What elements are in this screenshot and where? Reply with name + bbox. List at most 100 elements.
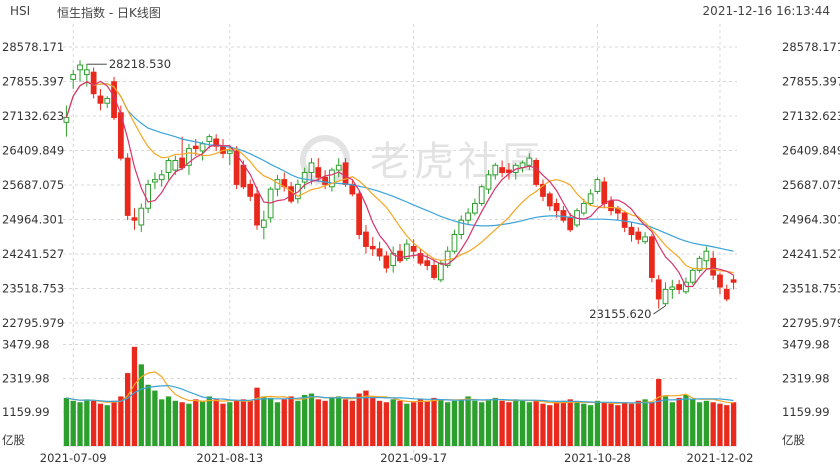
candle-body [301, 171, 308, 183]
candle-body [77, 64, 83, 71]
candle-body [363, 231, 369, 247]
header-bar: HSI 恒生指数 - 日K线图 2021-12-16 16:13:44 [0, 0, 840, 24]
volume-axis-label-left: 1159.99 [2, 405, 50, 419]
volume-bar [560, 400, 567, 446]
volume-bar [206, 396, 213, 446]
volume-bar [281, 399, 287, 446]
candle-body [369, 245, 376, 250]
axis-labels: 28578.171 28578.171 27855.397 27855.397 2713… [2, 40, 840, 465]
volume-bar [104, 405, 110, 446]
volume-bar [159, 399, 165, 446]
volume-bars [63, 346, 737, 446]
volume-bar [77, 402, 83, 446]
candle-body [451, 234, 458, 252]
candle-body [240, 164, 247, 188]
price-axis-label-left: 24241.527 [2, 247, 64, 261]
candle-body [587, 193, 594, 204]
volume-bar [662, 396, 669, 446]
volume-ma10-line [66, 384, 734, 404]
volume-bar [199, 400, 206, 446]
candle-body [70, 74, 77, 80]
candle-body [131, 217, 138, 221]
candle-body [594, 179, 601, 193]
candle-body [410, 245, 417, 252]
price-axis-label-left: 28578.171 [2, 40, 64, 54]
candle-body [97, 95, 104, 104]
candle-body [322, 176, 328, 185]
candle-body [111, 81, 117, 119]
volume-bar [717, 403, 723, 446]
price-axis-label-left: 22795.979 [2, 316, 64, 330]
candle-body [485, 174, 492, 190]
volume-bar [131, 346, 138, 446]
watermark: 老虎社區 [300, 135, 542, 185]
volume-bar [84, 399, 90, 446]
candle-body [540, 183, 546, 197]
date-axis-label: 2021-09-17 [380, 451, 447, 465]
volume-bar [533, 400, 539, 446]
candle-body [260, 219, 267, 228]
volume-unit-label-right: 亿股 [782, 433, 805, 447]
moving-average-lines [65, 80, 734, 288]
volume-bar [492, 397, 498, 446]
volume-bar [683, 394, 689, 446]
volume-bar [458, 399, 464, 446]
volume-bar [165, 396, 172, 446]
volume-bar [465, 396, 471, 446]
volume-bar [608, 403, 614, 446]
volume-bar [233, 400, 240, 446]
candle-body [608, 200, 614, 212]
ma20-line [65, 81, 734, 252]
ma10-line [65, 81, 734, 274]
candle-body [628, 226, 635, 236]
price-axis-label-right: 27132.623 [782, 109, 840, 123]
volume-bar [526, 402, 533, 446]
ticker-symbol: HSI [10, 4, 31, 18]
volume-unit-label-left: 亿股 [2, 433, 25, 447]
volume-bar [553, 402, 560, 446]
volume-bar [417, 399, 424, 446]
volume-bar [90, 400, 97, 446]
candle-body [499, 167, 506, 173]
candle-body [138, 207, 145, 226]
volume-bar [227, 402, 233, 446]
volume-bar [574, 402, 580, 446]
volume-bar [547, 405, 553, 446]
price-axis-label-right: 24241.527 [782, 247, 840, 261]
volume-bar [594, 400, 601, 446]
candle-body [213, 138, 220, 147]
candle-body [172, 160, 179, 171]
volume-bar [383, 402, 390, 446]
price-axis-label-right: 26409.849 [782, 144, 840, 158]
volume-bar [622, 402, 628, 446]
price-axis-label-right: 28578.171 [782, 40, 840, 54]
volume-bar [485, 399, 492, 446]
volume-bar [172, 400, 178, 446]
candle-body [329, 169, 335, 188]
candle-body [431, 265, 437, 278]
candle-body [152, 179, 158, 183]
candle-body [417, 253, 424, 264]
volume-bar [179, 402, 185, 446]
volume-bar [356, 393, 362, 446]
volume-bar [730, 402, 737, 446]
candle-body [63, 117, 70, 123]
low-marker-line [653, 305, 666, 315]
candle-body [179, 157, 186, 169]
volume-bar [669, 402, 675, 446]
candle-body [199, 143, 206, 152]
volume-bar [329, 397, 335, 446]
volume-bar [336, 396, 342, 446]
price-axis-label-right: 24964.301 [782, 213, 840, 227]
volume-bar [138, 364, 144, 446]
candle-body [192, 145, 199, 150]
candle-body [717, 274, 723, 288]
candle-body [649, 236, 655, 278]
date-axis-label: 2021-10-28 [564, 451, 631, 465]
candle-body [533, 160, 540, 185]
candle-body [186, 148, 192, 166]
candle-body [356, 193, 363, 236]
volume-bar [540, 403, 546, 446]
volume-bar [152, 390, 158, 446]
volume-bar [390, 399, 396, 446]
